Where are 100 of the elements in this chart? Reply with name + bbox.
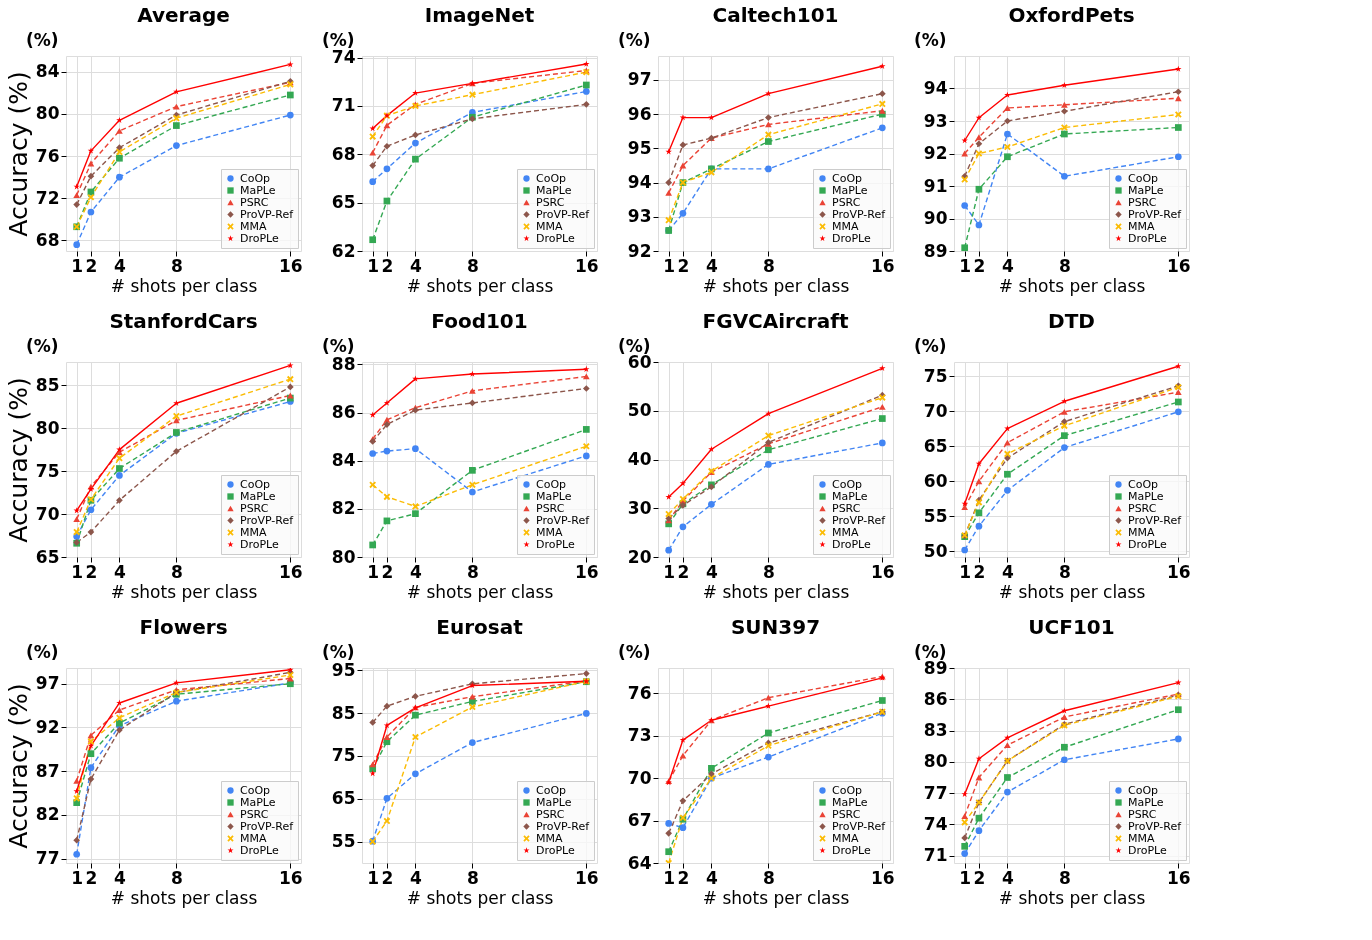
y-tick-label: 84 xyxy=(331,450,356,471)
y-tick-label: 71 xyxy=(331,95,356,116)
y-tick-label: 76 xyxy=(35,145,60,166)
legend-label: PSRC xyxy=(832,807,861,821)
legend-label: MMA xyxy=(1128,525,1155,539)
y-tick-label: 87 xyxy=(35,760,60,781)
x-tick-label: 16 xyxy=(278,867,303,888)
legend-label: MMA xyxy=(1128,219,1155,233)
chart-title: StanfordCars xyxy=(109,309,258,333)
x-axis-title: # shots per class xyxy=(110,581,258,602)
legend-label: MMA xyxy=(240,219,267,233)
legend-label: MaPLe xyxy=(240,183,276,197)
legend-label: MMA xyxy=(832,831,859,845)
x-axis-title: # shots per class xyxy=(110,887,258,908)
y-tick-label: 80 xyxy=(35,103,60,124)
y-tick-label: 70 xyxy=(35,503,60,524)
x-tick-label: 1 xyxy=(663,255,676,276)
text: (%) xyxy=(26,336,59,356)
legend-label: CoOp xyxy=(240,171,271,185)
legend-label: PSRC xyxy=(536,807,565,821)
x-tick-label: 8 xyxy=(1058,867,1071,888)
legend-label: PSRC xyxy=(240,501,269,515)
legend-label: ProVP-Ref xyxy=(832,207,887,221)
x-axis-title: # shots per class xyxy=(998,887,1146,908)
x-tick-label: 16 xyxy=(870,867,895,888)
x-tick-label: 4 xyxy=(705,867,718,888)
legend-label: DroPLe xyxy=(536,843,576,857)
y-tick-label: 75 xyxy=(35,460,60,481)
text: (%) xyxy=(26,30,59,50)
x-axis-title: # shots per class xyxy=(406,581,554,602)
x-tick-label: 2 xyxy=(677,561,690,582)
y-axis-title: Accuracy (%) xyxy=(3,377,33,543)
x-tick-label: 4 xyxy=(1001,867,1014,888)
y-tick-label: 84 xyxy=(35,61,60,82)
legend-label: ProVP-Ref xyxy=(536,819,591,833)
y-tick-label: 86 xyxy=(331,402,356,423)
chart-title: Eurosat xyxy=(436,615,524,639)
x-axis-title: # shots per class xyxy=(702,275,850,296)
y-tick-label: 94 xyxy=(627,172,652,193)
x-tick-label: 16 xyxy=(870,561,895,582)
legend-label: DroPLe xyxy=(1128,537,1168,551)
y-tick-label: 55 xyxy=(923,505,948,526)
text: (%) xyxy=(618,30,651,50)
x-tick-label: 8 xyxy=(170,867,183,888)
y-tick-label: 60 xyxy=(923,470,948,491)
x-tick-label: 4 xyxy=(113,867,126,888)
x-tick-label: 1 xyxy=(71,255,84,276)
x-tick-label: 2 xyxy=(381,561,394,582)
legend-label: DroPLe xyxy=(536,231,576,245)
x-tick-label: 8 xyxy=(466,867,479,888)
y-tick-label: 75 xyxy=(331,745,356,766)
y-tick-label: 77 xyxy=(35,848,60,869)
y-tick-label: 92 xyxy=(35,716,60,737)
x-tick-label: 8 xyxy=(1058,255,1071,276)
chart-title: Food101 xyxy=(431,309,528,333)
y-tick-label: 68 xyxy=(35,229,60,250)
y-tick-label: 50 xyxy=(627,400,652,421)
x-tick-label: 16 xyxy=(1166,867,1191,888)
y-tick-label: 85 xyxy=(331,702,356,723)
text: (%) xyxy=(26,642,59,662)
legend-label: MMA xyxy=(536,831,563,845)
x-axis-title: # shots per class xyxy=(406,887,554,908)
legend-label: ProVP-Ref xyxy=(240,819,295,833)
x-tick-label: 2 xyxy=(85,561,98,582)
x-axis-title: # shots per class xyxy=(406,275,554,296)
legend-label: PSRC xyxy=(832,195,861,209)
legend-label: MMA xyxy=(240,831,267,845)
x-tick-label: 1 xyxy=(367,867,380,888)
x-tick-label: 16 xyxy=(278,255,303,276)
legend-label: CoOp xyxy=(536,171,567,185)
y-tick-label: 90 xyxy=(923,208,948,228)
x-tick-label: 4 xyxy=(409,867,422,888)
x-axis-title: # shots per class xyxy=(110,275,258,296)
legend-label: CoOp xyxy=(240,783,271,797)
y-tick-label: 94 xyxy=(923,78,948,98)
legend-label: CoOp xyxy=(832,171,863,185)
legend-label: MaPLe xyxy=(1128,795,1164,809)
legend-label: DroPLe xyxy=(536,537,576,551)
text: (%) xyxy=(322,642,355,662)
y-tick-label: 20 xyxy=(627,546,652,567)
chart-title: UCF101 xyxy=(1028,615,1115,639)
x-tick-label: 8 xyxy=(170,561,183,582)
legend-label: MaPLe xyxy=(1128,489,1164,503)
y-tick-label: 74 xyxy=(331,47,356,68)
x-tick-label: 4 xyxy=(409,561,422,582)
y-tick-label: 65 xyxy=(331,192,356,213)
legend-label: MaPLe xyxy=(536,489,572,503)
x-tick-label: 1 xyxy=(959,255,972,276)
x-tick-label: 8 xyxy=(762,561,775,582)
chart-title: DTD xyxy=(1048,309,1095,333)
x-tick-label: 1 xyxy=(71,561,84,582)
x-tick-label: 4 xyxy=(113,255,126,276)
y-tick-label: 65 xyxy=(923,435,948,456)
chart-title: FGVCAircraft xyxy=(702,309,849,333)
x-tick-label: 2 xyxy=(677,867,690,888)
x-tick-label: 2 xyxy=(973,255,986,276)
legend-label: MMA xyxy=(1128,831,1155,845)
legend-label: MaPLe xyxy=(536,183,572,197)
legend-label: DroPLe xyxy=(240,537,280,551)
y-tick-label: 67 xyxy=(627,810,652,831)
